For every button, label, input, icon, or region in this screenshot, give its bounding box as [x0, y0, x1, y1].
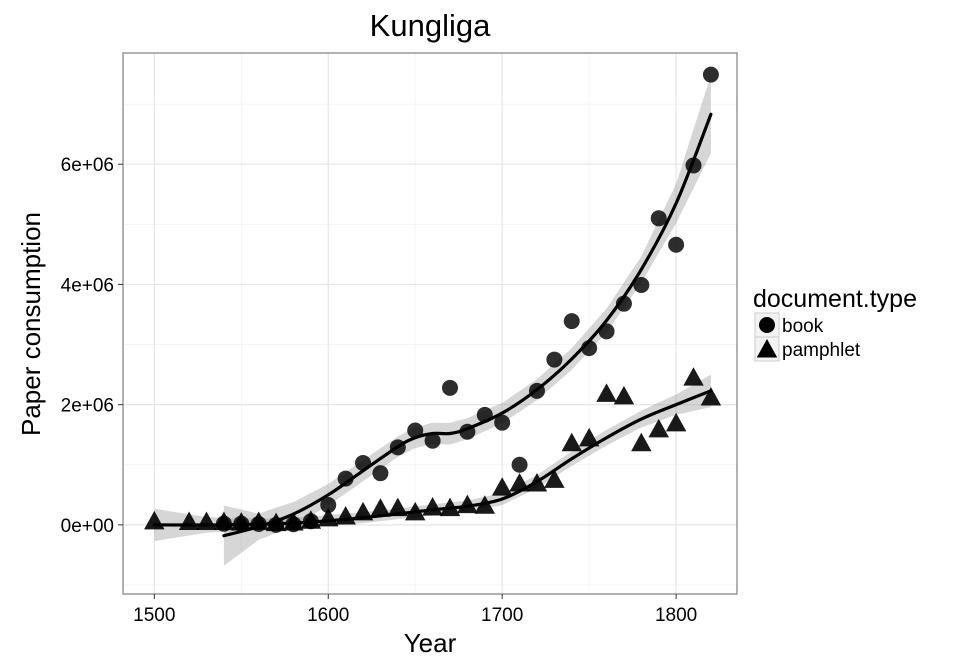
- point-book: [389, 439, 406, 456]
- y-tick-label: 2e+06: [61, 396, 114, 417]
- y-axis: 0e+00 2e+06 4e+06 6e+06: [61, 155, 123, 537]
- x-tick-label: 1700: [481, 605, 523, 626]
- point-pamphlet: [387, 497, 409, 517]
- plot-panel: [122, 52, 738, 595]
- legend-key-circle: [759, 317, 775, 333]
- legend-entry-book: book: [754, 312, 824, 338]
- point-pamphlet: [318, 507, 339, 527]
- x-tick-label: 1800: [655, 605, 697, 626]
- point-pamphlet: [300, 510, 322, 529]
- point-book: [407, 422, 424, 439]
- y-tick-label: 0e+00: [61, 516, 114, 537]
- point-pamphlet: [700, 387, 722, 406]
- x-axis: 1500 1600 1700 1800: [133, 594, 697, 626]
- chart-title: Kungliga: [370, 8, 491, 43]
- x-tick-label: 1600: [307, 605, 349, 626]
- legend: document.type book pamphlet: [753, 285, 917, 362]
- point-pamphlet: [404, 501, 426, 521]
- point-book: [702, 66, 719, 83]
- point-pamphlet: [491, 477, 513, 496]
- point-pamphlet: [509, 472, 530, 492]
- legend-entry-pamphlet: pamphlet: [754, 336, 861, 362]
- legend-entries: book pamphlet: [754, 312, 861, 362]
- y-axis-title: Paper consumption: [16, 212, 46, 436]
- point-pamphlet: [561, 432, 582, 452]
- point-book: [650, 210, 667, 227]
- point-pamphlet: [370, 498, 391, 517]
- point-book: [372, 465, 389, 482]
- legend-title: document.type: [753, 285, 917, 313]
- point-book: [668, 236, 685, 253]
- point-book: [633, 277, 650, 294]
- point-pamphlet: [613, 385, 635, 405]
- point-pamphlet: [248, 511, 269, 530]
- point-pamphlet: [683, 367, 704, 386]
- point-pamphlet: [283, 512, 304, 531]
- point-pamphlet: [596, 383, 617, 402]
- point-pamphlet: [178, 511, 200, 530]
- point-pamphlet: [439, 497, 461, 517]
- point-book: [581, 340, 598, 357]
- data-points: [144, 66, 722, 533]
- point-pamphlet: [213, 511, 235, 530]
- point-pamphlet: [457, 494, 478, 514]
- point-pamphlet: [231, 512, 252, 531]
- point-book: [685, 157, 702, 174]
- point-book: [442, 379, 459, 396]
- point-book: [598, 323, 615, 340]
- point-book: [528, 382, 545, 399]
- point-pamphlet: [422, 497, 443, 516]
- legend-label: book: [782, 316, 824, 337]
- point-pamphlet: [335, 506, 356, 525]
- point-pamphlet: [544, 469, 565, 488]
- point-book: [320, 497, 337, 514]
- point-pamphlet: [352, 501, 374, 521]
- y-tick-label: 6e+06: [61, 155, 114, 176]
- point-book: [563, 313, 580, 330]
- x-axis-title: Year: [404, 628, 457, 658]
- point-pamphlet: [265, 512, 287, 532]
- point-book: [337, 470, 354, 487]
- point-pamphlet: [196, 511, 217, 530]
- smooth-line-book: [222, 112, 713, 538]
- legend-label: pamphlet: [782, 340, 861, 361]
- point-pamphlet: [665, 412, 687, 432]
- point-pamphlet: [631, 432, 652, 452]
- point-pamphlet: [648, 418, 669, 438]
- point-book: [424, 432, 441, 449]
- point-pamphlet: [474, 495, 496, 514]
- point-book: [546, 351, 563, 368]
- panel-border: [122, 52, 738, 595]
- point-book: [494, 414, 511, 431]
- confidence-ribbon-book: [223, 75, 711, 566]
- point-pamphlet: [144, 510, 165, 530]
- x-tick-label: 1500: [133, 605, 175, 626]
- legend-key-triangle: [756, 339, 778, 358]
- point-book: [355, 454, 372, 471]
- y-tick-label: 4e+06: [61, 275, 114, 296]
- point-pamphlet: [526, 472, 548, 492]
- point-book: [476, 406, 493, 423]
- point-pamphlet: [578, 427, 600, 447]
- point-book: [615, 295, 632, 312]
- point-book: [511, 456, 528, 473]
- point-book: [459, 423, 476, 440]
